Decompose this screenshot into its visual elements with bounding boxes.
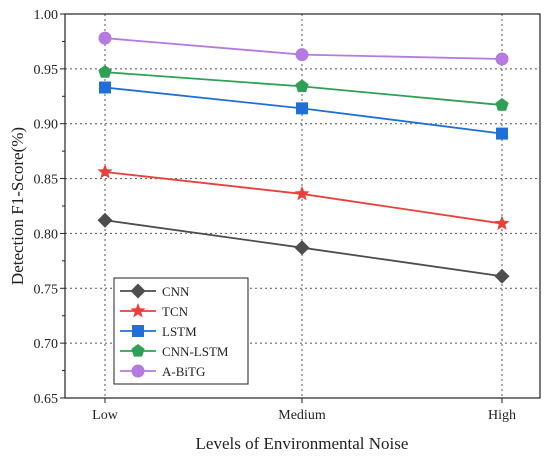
x-axis-ticks: Low Medium High: [92, 398, 516, 423]
y-axis-title: Detection F1-Score(%): [8, 127, 27, 285]
legend-label-tcn: TCN: [162, 304, 189, 319]
y-tick-label: 0.95: [34, 63, 59, 78]
legend-marker-cnn-lstm: [131, 344, 145, 357]
series-tcn: [97, 163, 510, 231]
legend-marker-cnn: [130, 283, 146, 299]
legend-item-cnn-lstm: CNN-LSTM: [120, 344, 229, 359]
data-point-cnn-lstm: [98, 65, 112, 78]
legend-item-cnn: CNN: [120, 283, 190, 299]
series-a-bitg: [98, 31, 509, 66]
series-cnn-lstm: [98, 65, 509, 111]
data-point-a-bitg: [98, 31, 112, 45]
data-point-a-bitg: [295, 48, 309, 62]
legend-label-lstm: LSTM: [162, 324, 197, 339]
legend-label-a-bitg: A-BiTG: [162, 364, 205, 379]
y-tick-label: 0.65: [34, 392, 59, 407]
data-point-a-bitg: [495, 52, 509, 66]
legend-label-cnn-lstm: CNN-LSTM: [162, 344, 229, 359]
y-tick-label: 0.75: [34, 282, 59, 297]
data-point-cnn-lstm: [295, 79, 309, 93]
legend-item-tcn: TCN: [120, 303, 189, 319]
data-point-cnn: [294, 240, 310, 256]
data-point-tcn: [97, 163, 113, 179]
data-point-cnn: [494, 268, 510, 284]
data-point-cnn-lstm: [495, 98, 509, 111]
series-cnn: [97, 212, 510, 284]
x-tick-label: High: [488, 408, 516, 423]
legend-item-a-bitg: A-BiTG: [120, 364, 205, 379]
legend-marker-a-bitg: [131, 364, 145, 378]
legend-marker-tcn: [130, 303, 146, 318]
legend-marker-lstm: [132, 325, 144, 337]
y-tick-label: 0.70: [34, 337, 59, 352]
legend-label-cnn: CNN: [162, 284, 190, 299]
data-point-tcn: [294, 185, 310, 201]
y-tick-label: 0.80: [34, 227, 59, 242]
y-tick-label: 0.85: [34, 173, 59, 188]
y-tick-label: 1.00: [34, 8, 59, 23]
data-point-cnn: [97, 212, 113, 228]
series-layer: [97, 31, 510, 284]
x-tick-label: Medium: [278, 408, 326, 423]
data-point-tcn: [494, 215, 510, 231]
legend: CNN TCN LSTM CNN-LSTM A-BiTG: [113, 277, 249, 385]
y-axis-ticks: 0.65 0.70 0.75 0.80 0.85 0.90 0.95 1.00: [34, 8, 65, 407]
data-point-lstm: [99, 81, 111, 94]
grid: [65, 14, 540, 398]
x-axis-title: Levels of Environmental Noise: [196, 434, 409, 453]
data-point-lstm: [496, 127, 508, 140]
y-tick-label: 0.90: [34, 118, 59, 133]
legend-item-lstm: LSTM: [120, 324, 197, 339]
data-point-lstm: [296, 102, 308, 115]
series-lstm: [99, 81, 508, 140]
x-tick-label: Low: [92, 408, 119, 423]
